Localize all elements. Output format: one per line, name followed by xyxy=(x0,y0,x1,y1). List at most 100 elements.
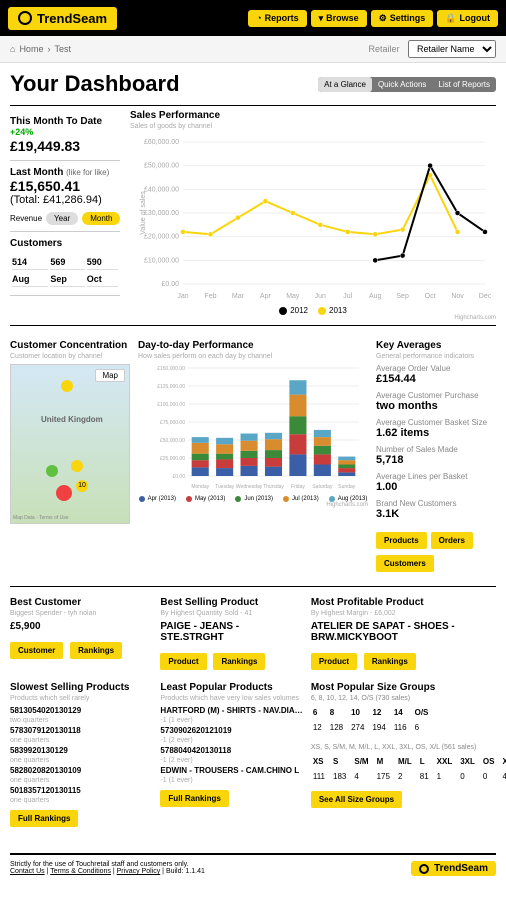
mtd-pct: +24% xyxy=(10,127,33,137)
svg-text:£30,000.00: £30,000.00 xyxy=(144,210,179,217)
topbar: TrendSeam ◔Reports ▾Browse ⚙Settings 🔒Lo… xyxy=(0,0,506,36)
month-toggle[interactable]: Month xyxy=(82,212,120,225)
view-tabs: At a Glance Quick Actions List of Report… xyxy=(318,77,496,92)
browse-button[interactable]: ▾Browse xyxy=(311,10,367,27)
list-item[interactable]: 5828020820130109 xyxy=(10,766,152,775)
sales-performance-section: Sales Performance Sales of goods by chan… xyxy=(130,110,496,321)
map-pin[interactable] xyxy=(61,380,73,392)
breadcrumb-bar: ⌂ Home › Test Retailer Retailer Name xyxy=(0,36,506,63)
customer-button[interactable]: Customer xyxy=(10,642,63,659)
list-item[interactable]: 5730902620121019 xyxy=(160,726,302,735)
svg-text:Jun: Jun xyxy=(315,293,326,300)
svg-text:£50,000.00: £50,000.00 xyxy=(160,438,185,444)
customer-map[interactable]: Map United Kingdom 10 Map Data · Terms o… xyxy=(10,364,130,524)
svg-text:£100,000.00: £100,000.00 xyxy=(157,402,185,408)
conc-title: Customer Concentration xyxy=(10,340,130,351)
map-pin[interactable]: 10 xyxy=(76,480,88,492)
breadcrumb-home[interactable]: Home xyxy=(19,44,43,54)
svg-text:Aug: Aug xyxy=(369,293,382,300)
svg-text:Sep: Sep xyxy=(396,293,409,300)
products-button[interactable]: Products xyxy=(376,532,427,549)
full-rankings-button[interactable]: Full Rankings xyxy=(10,810,78,827)
logout-button[interactable]: 🔒Logout xyxy=(437,10,498,27)
chevron-down-icon: ▾ xyxy=(319,13,324,24)
tab-glance[interactable]: At a Glance xyxy=(318,77,372,92)
rankings-button[interactable]: Rankings xyxy=(213,653,265,670)
terms-link[interactable]: Terms & Conditions xyxy=(50,868,111,875)
settings-button[interactable]: ⚙Settings xyxy=(371,10,434,27)
rankings-button[interactable]: Rankings xyxy=(364,653,416,670)
tab-list[interactable]: List of Reports xyxy=(432,77,496,92)
list-item[interactable]: 5813054020130129 xyxy=(10,706,152,715)
key-title: Key Averages xyxy=(376,340,496,351)
product-button[interactable]: Product xyxy=(311,653,357,670)
breadcrumb: ⌂ Home › Test xyxy=(10,44,71,54)
svg-text:Wednesday: Wednesday xyxy=(236,484,263,490)
best-customer-section: Best Customer Biggest Spender - tyh nola… xyxy=(10,597,152,670)
retailer-select[interactable]: Retailer Name xyxy=(408,40,496,58)
best-customer-value: £5,900 xyxy=(10,621,152,632)
kpi-sidebar: This Month To Date +24% £19,449.83 Last … xyxy=(10,110,120,321)
list-item[interactable]: HARTFORD (M) - SHIRTS - NAV.DIAMND SH xyxy=(160,706,302,715)
orders-button[interactable]: Orders xyxy=(431,532,473,549)
svg-text:Dec: Dec xyxy=(479,293,492,300)
svg-text:£10,000.00: £10,000.00 xyxy=(144,257,179,264)
mtd-value: £19,449.83 xyxy=(10,138,120,154)
last-value: £15,650.41 xyxy=(10,178,120,194)
footer-notice: Strictly for the use of Touchretail staf… xyxy=(10,861,205,868)
retailer-selector-wrap: Retailer Retailer Name xyxy=(368,40,496,58)
list-item[interactable]: 5788040420130118 xyxy=(160,746,302,755)
svg-text:Tuesday: Tuesday xyxy=(215,484,234,490)
most-profitable-value: ATELIER DE SAPAT - SHOES - BRW.MICKYBOOT xyxy=(311,621,496,643)
svg-text:Nov: Nov xyxy=(451,293,464,300)
daily-sub: How sales perform on each day by channel xyxy=(138,353,368,360)
svg-text:Value of sales: Value of sales xyxy=(140,191,147,235)
contact-link[interactable]: Contact Us xyxy=(10,868,45,875)
page-header: Your Dashboard At a Glance Quick Actions… xyxy=(0,63,506,101)
see-all-sizes-button[interactable]: See All Size Groups xyxy=(311,791,402,808)
brand-logo[interactable]: TrendSeam xyxy=(8,7,117,30)
svg-text:Jul: Jul xyxy=(343,293,352,300)
size-table-1: 68101214O/S121282741941166 xyxy=(311,704,437,736)
list-item[interactable]: 5783079120130118 xyxy=(10,726,152,735)
total-value: (Total: £41,286.94) xyxy=(10,194,120,206)
size-groups-section: Most Popular Size Groups 6, 8, 10, 12, 1… xyxy=(311,682,496,827)
breadcrumb-page[interactable]: Test xyxy=(54,44,71,54)
divider xyxy=(10,105,496,106)
build-label: Build: 1.1.41 xyxy=(166,868,205,875)
svg-text:£150,000.00: £150,000.00 xyxy=(157,366,185,372)
list-item[interactable]: 5018357120130115 xyxy=(10,786,152,795)
svg-text:Jan: Jan xyxy=(177,293,188,300)
customers-table: 514569590 AugSepOct xyxy=(10,253,120,289)
chart-credit: Highcharts.com xyxy=(130,315,496,321)
year-toggle[interactable]: Year xyxy=(46,212,78,225)
svg-text:£60,000.00: £60,000.00 xyxy=(144,139,179,146)
rankings-button[interactable]: Rankings xyxy=(70,642,122,659)
map-type-toggle[interactable]: Map xyxy=(95,369,125,382)
home-icon[interactable]: ⌂ xyxy=(10,44,15,54)
svg-text:£125,000.00: £125,000.00 xyxy=(157,384,185,390)
svg-text:£0.00: £0.00 xyxy=(172,474,185,480)
svg-text:Monday: Monday xyxy=(191,484,209,490)
map-pin[interactable] xyxy=(71,460,83,472)
svg-text:£20,000.00: £20,000.00 xyxy=(144,234,179,241)
svg-text:£0.00: £0.00 xyxy=(161,281,179,288)
list-item[interactable]: 5839920130129 xyxy=(10,746,152,755)
map-pin[interactable] xyxy=(56,485,72,501)
full-rankings-button[interactable]: Full Rankings xyxy=(160,790,228,807)
brand-text: TrendSeam xyxy=(37,11,107,26)
last-label: Last Month xyxy=(10,167,63,178)
like-label: (like for like) xyxy=(66,168,109,177)
reports-button[interactable]: ◔Reports xyxy=(248,10,306,27)
size-table-2: XSSS/MMM/LLXXL3XLOSX/L11118341752811004 xyxy=(311,753,506,785)
svg-text:May: May xyxy=(286,293,300,300)
customers-button[interactable]: Customers xyxy=(376,555,434,572)
daily-title: Day-to-day Performance xyxy=(138,340,368,351)
footer-logo[interactable]: TrendSeam xyxy=(411,861,496,876)
tab-quick[interactable]: Quick Actions xyxy=(372,77,432,92)
product-button[interactable]: Product xyxy=(160,653,206,670)
privacy-link[interactable]: Privacy Policy xyxy=(117,868,161,875)
map-pin[interactable] xyxy=(46,465,58,477)
sales-legend: 2012 2013 xyxy=(130,306,496,315)
list-item[interactable]: EDWIN - TROUSERS - CAM.CHINO L xyxy=(160,766,302,775)
